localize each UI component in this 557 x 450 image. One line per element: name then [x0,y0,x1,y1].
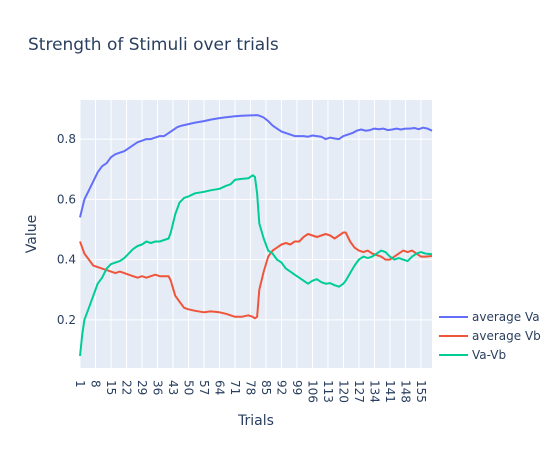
x-tick-label: 106 [305,380,319,403]
legend-label: average Vb [472,329,541,343]
x-tick-label: 92 [274,380,288,395]
x-tick-label: 120 [336,380,350,403]
y-axis-ticks: 0.2 0.4 0.6 0.8 [57,132,76,327]
legend-label: Va-Vb [472,348,506,362]
y-tick-label: 0.2 [57,313,76,327]
series-line-2 [79,231,433,320]
x-tick-label: 57 [197,380,211,395]
plot-background [80,100,432,368]
y-tick-label: 0.6 [57,192,76,206]
x-tick-label: 36 [150,380,164,395]
y-tick-label: 0.8 [57,132,76,146]
x-tick-label: 155 [414,380,428,403]
x-axis-title: Trials [237,413,274,429]
x-tick-label: 15 [104,380,118,395]
x-tick-label: 43 [166,380,180,395]
y-axis-title: Value [24,215,40,253]
x-tick-label: 99 [290,380,304,395]
x-tick-label: 127 [352,380,366,403]
x-tick-label: 148 [398,380,412,403]
grid-lines [79,100,432,368]
x-tick-label: 113 [321,380,335,403]
y-tick-label: 0.4 [57,253,76,267]
x-tick-label: 22 [119,380,133,395]
legend-label: average Va [472,310,540,324]
legend-item-1[interactable]: average Va [439,310,540,324]
x-tick-label: 50 [181,380,195,395]
legend-item-2[interactable]: average Vb [439,329,541,343]
x-tick-label: 78 [243,380,257,395]
series-layer [79,114,433,357]
series-line-1 [79,114,433,218]
legend[interactable]: average Va average Vb Va-Vb [439,310,541,362]
x-tick-label: 134 [367,380,381,403]
x-tick-label: 1 [73,380,87,388]
chart-title: Strength of Stimuli over trials [28,35,279,55]
x-tick-label: 64 [212,380,226,395]
legend-item-3[interactable]: Va-Vb [439,348,506,362]
x-tick-label: 85 [259,380,273,395]
x-tick-label: 29 [135,380,149,395]
x-tick-label: 8 [88,380,102,388]
series-line-3 [79,174,433,357]
x-tick-label: 71 [228,380,242,395]
x-tick-label: 141 [383,380,397,403]
x-axis-ticks: 1 8 15 22 29 36 43 50 57 64 71 78 85 92 99 106 113 120 127… [73,380,428,403]
